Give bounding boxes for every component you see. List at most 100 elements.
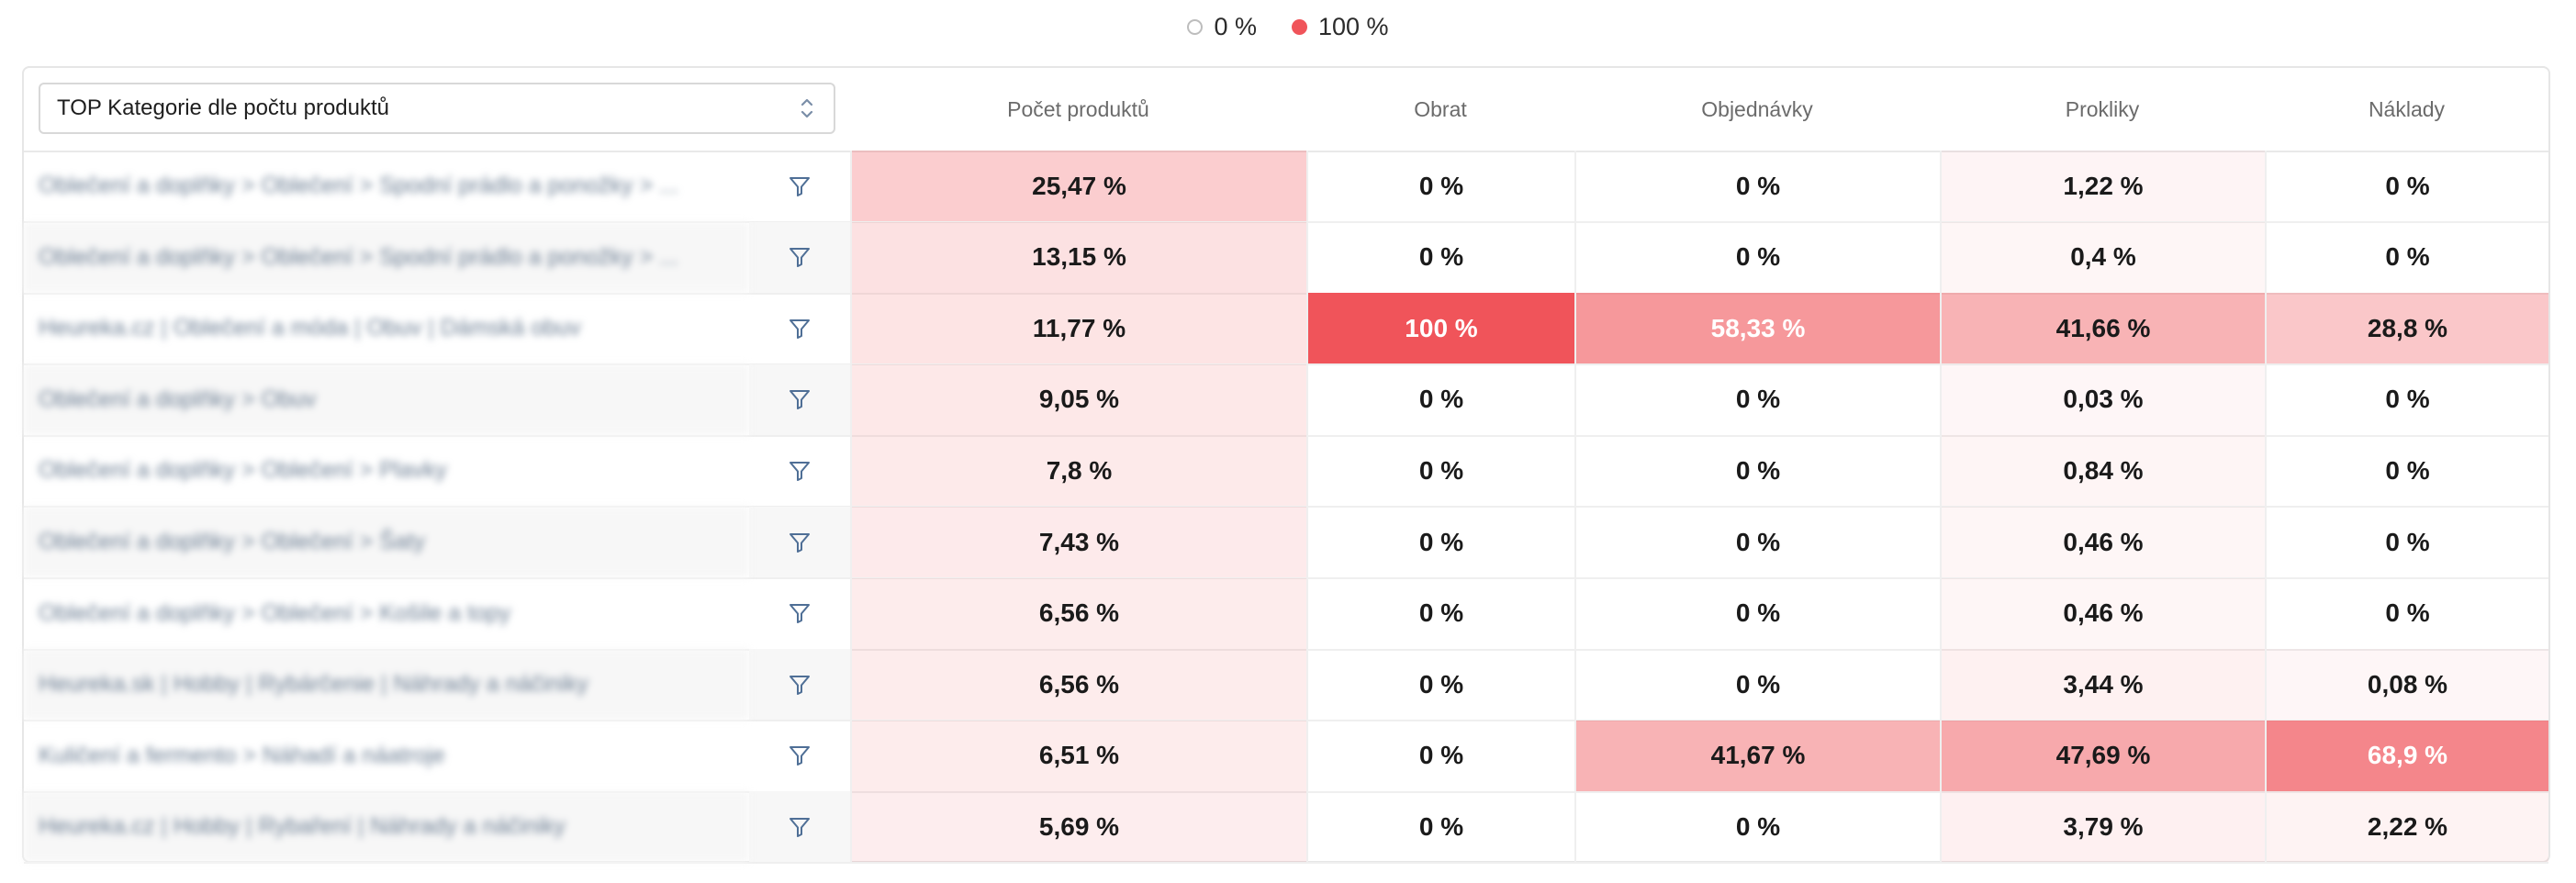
metric-cell: 0 % — [1306, 435, 1574, 507]
metric-cell: 7,43 % — [850, 507, 1306, 577]
metric-value: 0 % — [1735, 598, 1781, 628]
table-header: TOP Kategorie dle počtu produktů Počet p… — [24, 68, 2548, 152]
filter-icon[interactable] — [749, 293, 850, 363]
legend-max: 100 % — [1291, 13, 1389, 41]
metric-value: 6,56 % — [1038, 669, 1120, 699]
table-row: Oblečení a doplňky > Oblečení > Košile a… — [24, 577, 2548, 651]
metric-value: 0 % — [1418, 171, 1464, 200]
metric-value: 0,46 % — [2063, 527, 2144, 556]
metric-value: 0 % — [1735, 385, 1781, 414]
metric-cell: 0 % — [1306, 791, 1574, 863]
metric-cell: 0 % — [1306, 507, 1574, 577]
table-row: Heureka.sk | Hobby | Rybárčenie | Náhrad… — [24, 649, 2548, 722]
row-category-cell: Heureka.sk | Hobby | Rybárčenie | Náhrad… — [24, 649, 850, 721]
row-category-name: Heureka.cz | Hobby | Rybaření | Náhrady … — [24, 791, 749, 863]
metric-cell: 0 % — [1306, 221, 1574, 293]
metric-cell: 100 % — [1306, 293, 1574, 364]
metric-value: 0,03 % — [2063, 385, 2144, 414]
metric-cell: 0 % — [2265, 151, 2548, 221]
column-header-prokliky: Prokliky — [2065, 96, 2140, 121]
metric-value: 0 % — [1735, 242, 1781, 272]
filter-icon[interactable] — [749, 221, 850, 293]
metric-cell: 6,56 % — [850, 577, 1306, 649]
row-category-cell: Heureka.cz | Oblečení a móda | Obuv | Dá… — [24, 293, 850, 363]
metric-value: 68,9 % — [2367, 741, 2448, 770]
metric-value: 0 % — [2385, 598, 2430, 628]
metric-value: 6,56 % — [1038, 598, 1120, 628]
metric-cell: 0 % — [1574, 363, 1940, 435]
filter-icon[interactable] — [749, 649, 850, 721]
metric-value: 47,69 % — [2055, 741, 2151, 770]
metric-cell: 0 % — [1306, 151, 1574, 221]
metric-value: 41,66 % — [2055, 313, 2151, 342]
column-header-pocet-produktu: Počet produktů — [1007, 96, 1149, 121]
metric-value: 0 % — [2385, 527, 2430, 556]
metric-value: 0 % — [1735, 171, 1781, 200]
metric-cell: 0 % — [2265, 435, 2548, 507]
metric-cell: 0 % — [1574, 435, 1940, 507]
metric-cell: 0 % — [1306, 577, 1574, 649]
metric-cell: 0 % — [1574, 507, 1940, 577]
table-row: Oblečení a doplňky > Oblečení > Plavky 7,… — [24, 435, 2548, 509]
metric-value: 0,4 % — [2070, 242, 2136, 272]
row-category-cell: Oblečení a doplňky > Oblečení > Košile a… — [24, 578, 850, 649]
metric-cell: 3,79 % — [1940, 791, 2265, 863]
metric-cell: 0 % — [1574, 791, 1940, 863]
metric-cell: 58,33 % — [1574, 293, 1940, 364]
metric-value: 7,43 % — [1038, 527, 1120, 556]
table-row: Oblečení a doplňky > Oblečení > Spodní p… — [24, 151, 2548, 223]
table-row: Heureka.cz | Hobby | Rybaření | Náhrady … — [24, 791, 2548, 865]
metric-value: 1,22 % — [2063, 171, 2144, 200]
metric-value: 0 % — [1418, 811, 1464, 841]
metric-cell: 0 % — [1574, 221, 1940, 293]
filter-icon[interactable] — [749, 578, 850, 649]
legend-max-dot-icon — [1291, 19, 1307, 35]
filter-icon[interactable] — [749, 151, 850, 221]
metric-cell: 0,46 % — [1940, 577, 2265, 649]
metric-cell: 3,44 % — [1940, 649, 2265, 721]
metric-cell: 9,05 % — [850, 363, 1306, 435]
metric-cell: 0 % — [1306, 649, 1574, 721]
legend-min-dot-icon — [1187, 19, 1204, 35]
metric-cell: 7,8 % — [850, 435, 1306, 507]
metric-value: 0 % — [1418, 527, 1464, 556]
table-row: Oblečení a doplňky > Obuv 9,05 % 0 % 0 % 0,0… — [24, 363, 2548, 437]
metric-value: 0,84 % — [2063, 455, 2144, 485]
metric-cell: 25,47 % — [850, 151, 1306, 221]
metric-value: 0 % — [2385, 242, 2430, 272]
metric-cell: 0 % — [1574, 649, 1940, 721]
metric-value: 0 % — [1418, 598, 1464, 628]
metric-value: 9,05 % — [1038, 385, 1120, 414]
legend-max-label: 100 % — [1317, 13, 1389, 40]
metric-cell: 0 % — [1574, 151, 1940, 221]
column-header-obrat: Obrat — [1414, 96, 1467, 121]
filter-icon[interactable] — [749, 507, 850, 577]
metric-cell: 0 % — [1306, 720, 1574, 791]
row-category-cell: Heureka.cz | Hobby | Rybaření | Náhrady … — [24, 791, 850, 863]
metric-value: 0 % — [1418, 242, 1464, 272]
metric-cell: 41,67 % — [1574, 720, 1940, 791]
filter-icon[interactable] — [749, 435, 850, 506]
metric-cell: 11,77 % — [850, 293, 1306, 364]
filter-icon[interactable] — [749, 363, 850, 435]
filter-icon[interactable] — [749, 791, 850, 863]
metric-cell: 0,08 % — [2265, 649, 2548, 721]
metric-value: 0 % — [1418, 669, 1464, 699]
metric-cell: 47,69 % — [1940, 720, 2265, 791]
metric-value: 5,69 % — [1038, 811, 1120, 841]
row-category-cell: Oblečení a doplňky > Obuv — [24, 363, 850, 435]
metric-cell: 0 % — [2265, 577, 2548, 649]
metric-cell: 0,03 % — [1940, 363, 2265, 435]
metric-value: 0 % — [1735, 669, 1781, 699]
category-select[interactable]: TOP Kategorie dle počtu produktů — [39, 83, 835, 134]
chevron-up-down-icon — [801, 98, 813, 118]
metric-cell: 13,15 % — [850, 221, 1306, 293]
metric-cell: 0 % — [1574, 577, 1940, 649]
filter-icon[interactable] — [749, 721, 850, 791]
row-category-name: Oblečení a doplňky > Oblečení > Plavky — [39, 457, 447, 484]
metric-value: 41,67 % — [1710, 741, 1806, 770]
metric-value: 3,79 % — [2063, 811, 2144, 841]
row-category-cell: Oblečení a doplňky > Oblečení > Plavky — [24, 435, 850, 506]
metric-value: 0 % — [1735, 527, 1781, 556]
legend-min-label: 0 % — [1214, 13, 1257, 40]
